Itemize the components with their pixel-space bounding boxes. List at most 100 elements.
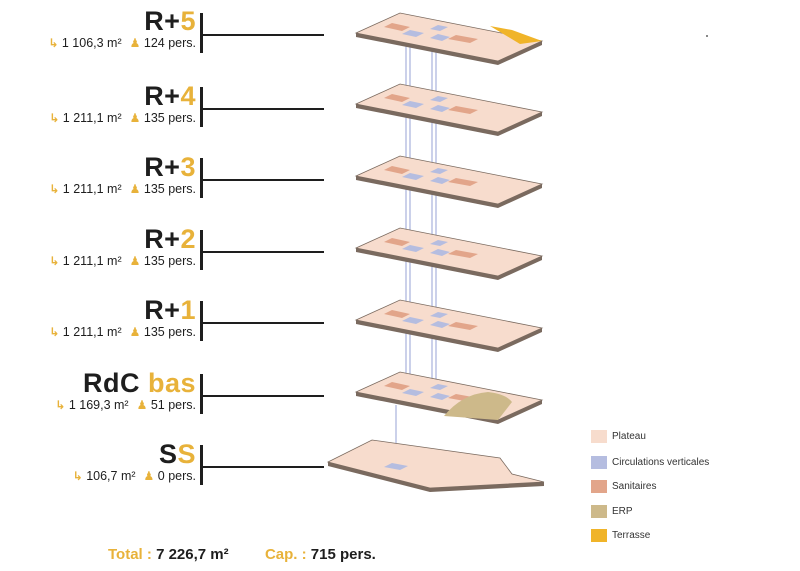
floor-title: RdC bas: [55, 369, 196, 397]
circulation-zone: [430, 249, 450, 256]
floor-stats: ↳ 1 169,3 m² ♟ 51 pers.: [55, 398, 196, 413]
floor-people: 124 pers.: [143, 36, 196, 50]
floor-title-suffix: bas: [147, 368, 196, 398]
floor-label-r3: R+3 ↳ 1 211,1 m² ♟ 135 pers.: [49, 153, 196, 197]
circulation-zone: [402, 389, 424, 396]
basement-plate-edge: [328, 462, 544, 492]
sanitaires-zone: [448, 35, 478, 43]
legend-swatch: [591, 480, 607, 493]
floor-title-suffix: 4: [180, 81, 196, 111]
circulation-zone: [402, 245, 424, 252]
leader-vertical-bar: [200, 374, 203, 414]
area-arrow-icon: ↳: [55, 398, 66, 412]
floor-title: R+1: [49, 296, 196, 324]
floor-area: 1 211,1 m²: [62, 111, 122, 125]
circulation-zone: [430, 240, 448, 246]
area-arrow-icon: ↳: [48, 36, 59, 50]
leader-horizontal-line: [200, 34, 324, 36]
floor-label-rdc-bas: RdC bas ↳ 1 169,3 m² ♟ 51 pers.: [55, 369, 196, 413]
floor-people: 135 pers.: [143, 182, 196, 196]
leader-horizontal-line: [200, 179, 324, 181]
area-arrow-icon: ↳: [49, 182, 60, 196]
area-arrow-icon: ↳: [49, 325, 60, 339]
floor-title-suffix: S: [177, 439, 196, 469]
person-icon: ♟: [129, 254, 141, 268]
floor-title-prefix: R+: [144, 224, 181, 254]
circulation-zone: [384, 463, 408, 470]
floor-title-prefix: R+: [144, 152, 181, 182]
floor-area: 1 211,1 m²: [62, 325, 122, 339]
area-arrow-icon: ↳: [49, 254, 60, 268]
floor-title-prefix: R+: [144, 6, 181, 36]
leader-horizontal-line: [200, 108, 324, 110]
floor-area: 1 169,3 m²: [68, 398, 129, 412]
floor-title: R+2: [49, 225, 196, 253]
floor-title: SS: [73, 440, 196, 468]
sanitaires-zone: [448, 322, 478, 330]
floor-label-r4: R+4 ↳ 1 211,1 m² ♟ 135 pers.: [49, 82, 196, 126]
total-value: 7 226,7 m²: [156, 546, 229, 563]
sanitaires-zone: [384, 310, 410, 318]
total-label: Total :: [108, 546, 152, 563]
totals-line: Total : 7 226,7 m² Cap. : 715 pers.: [108, 546, 376, 563]
circulation-zone: [430, 25, 448, 31]
leader-horizontal-line: [200, 466, 324, 468]
floor-area: 1 211,1 m²: [62, 182, 122, 196]
legend-label: Terrasse: [612, 530, 651, 541]
sanitaires-zone: [384, 238, 410, 246]
sanitaires-zone: [448, 250, 478, 258]
circulation-zone: [402, 101, 424, 108]
floor-area: 1 106,3 m²: [61, 36, 122, 50]
floor-title-prefix: S: [158, 439, 178, 469]
sanitaires-zone: [384, 166, 410, 174]
floor-title-prefix: R+: [144, 81, 181, 111]
floor-stats: ↳ 1 211,1 m² ♟ 135 pers.: [49, 254, 196, 269]
legend-swatch: [591, 456, 607, 469]
circulation-zone: [430, 168, 448, 174]
basement-plate: [326, 439, 545, 489]
person-icon: ♟: [129, 111, 141, 125]
circulation-zone: [430, 105, 450, 112]
person-icon: ♟: [143, 469, 155, 483]
circulation-zone: [430, 393, 450, 400]
area-arrow-icon: ↳: [49, 111, 60, 125]
circulation-zone: [430, 384, 448, 390]
legend-label: Circulations verticales: [612, 457, 710, 468]
circulation-zone: [430, 321, 450, 328]
floor-stats: ↳ 1 106,3 m² ♟ 124 pers.: [48, 36, 196, 51]
leader-vertical-bar: [200, 445, 203, 485]
leader-horizontal-line: [200, 251, 324, 253]
floor-title-suffix: 3: [180, 152, 196, 182]
floor-label-r2: R+2 ↳ 1 211,1 m² ♟ 135 pers.: [49, 225, 196, 269]
floor-stats: ↳ 1 211,1 m² ♟ 135 pers.: [49, 182, 196, 197]
person-icon: ♟: [136, 398, 148, 412]
floor-stats: ↳ 1 211,1 m² ♟ 135 pers.: [49, 111, 196, 126]
legend-label: ERP: [612, 506, 633, 517]
legend-label: Plateau: [612, 431, 646, 442]
erp-zone: [444, 392, 512, 420]
floor-label-r5: R+5 ↳ 1 106,3 m² ♟ 124 pers.: [48, 7, 196, 51]
stray-dot: [706, 35, 708, 37]
legend-swatch: [591, 529, 607, 542]
leader-vertical-bar: [200, 158, 203, 198]
floor-title: R+5: [48, 7, 196, 35]
leader-vertical-bar: [200, 230, 203, 270]
circulation-zone: [402, 30, 424, 37]
floor-people: 135 pers.: [143, 254, 196, 268]
floor-area: 106,7 m²: [86, 469, 136, 483]
capacity-value: 715 pers.: [310, 546, 376, 563]
legend-label: Sanitaires: [612, 481, 657, 492]
floor-people: 0 pers.: [157, 469, 196, 483]
floor-stats: ↳ 1 211,1 m² ♟ 135 pers.: [49, 325, 196, 340]
sanitaires-zone: [384, 23, 410, 31]
person-icon: ♟: [129, 36, 141, 50]
floor-title: R+4: [49, 82, 196, 110]
leader-vertical-bar: [200, 87, 203, 127]
circulation-zone: [402, 317, 424, 324]
sanitaires-zone: [384, 382, 410, 390]
floor-title-suffix: 2: [180, 224, 196, 254]
floor-title: R+3: [49, 153, 196, 181]
floor-people: 135 pers.: [143, 111, 196, 125]
circulation-zone: [402, 173, 424, 180]
